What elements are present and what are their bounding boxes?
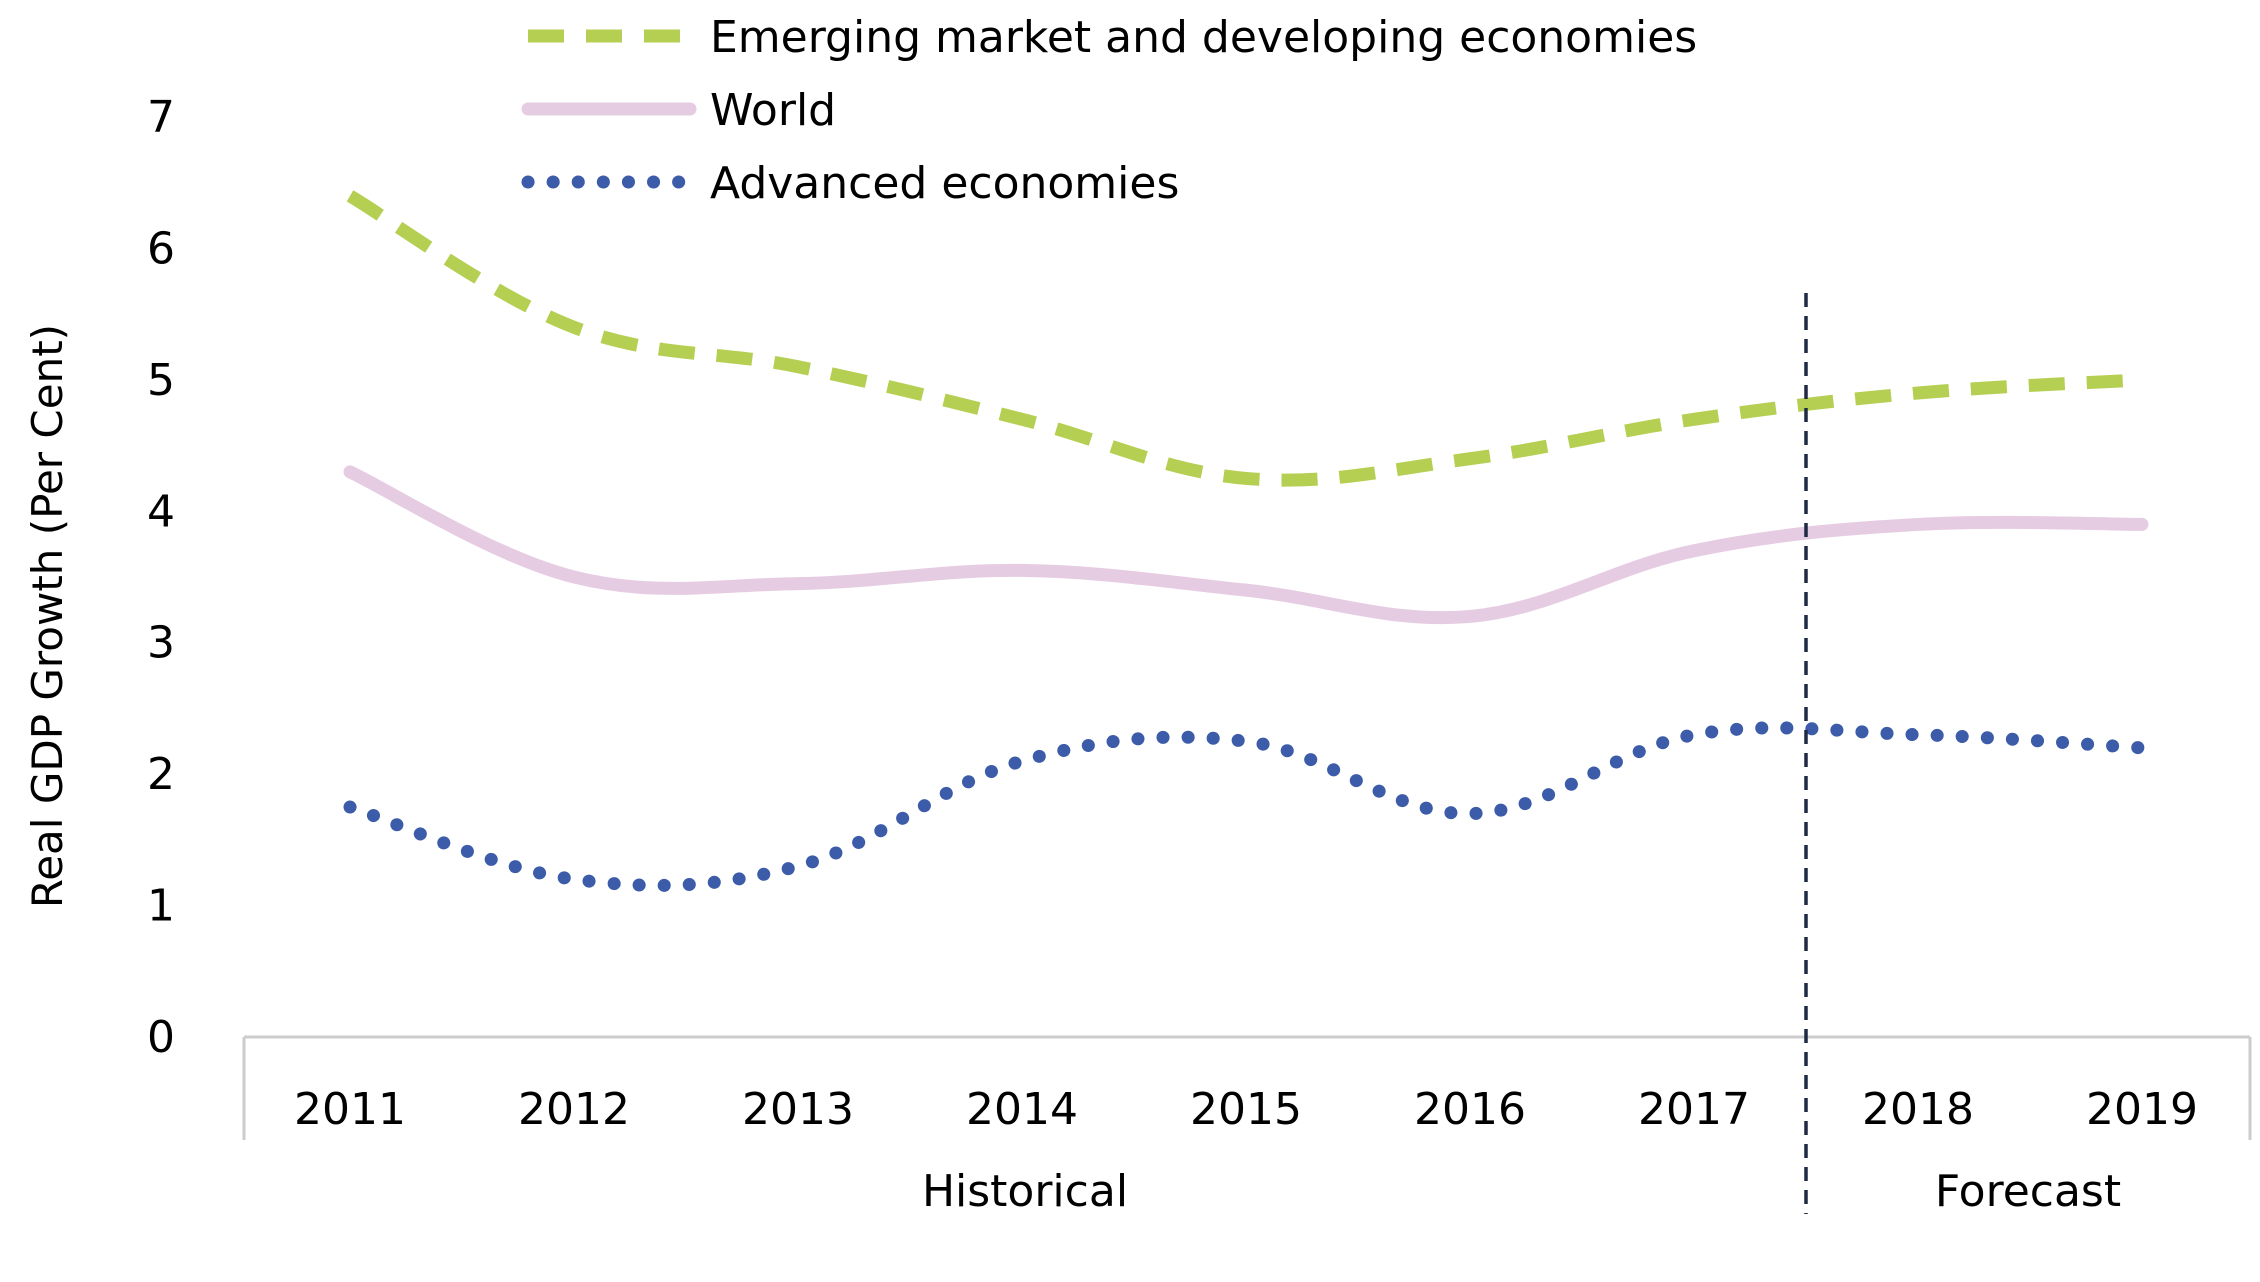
- series-line: [343, 721, 2149, 892]
- x-axis: 2011 2012 2013 2014 2015 2016 2017 2018 2019 Hist…: [242, 1035, 2252, 1217]
- y-tick-label: 5: [147, 355, 175, 406]
- legend-label: Emerging market and developing economies: [710, 12, 1697, 63]
- series-line: [343, 465, 2149, 625]
- x-tick-label: 2011: [294, 1084, 406, 1135]
- x-group-label: Historical: [922, 1166, 1128, 1217]
- x-tick-label: 2012: [518, 1084, 630, 1135]
- y-tick-label: 2: [147, 749, 175, 800]
- y-tick-label: 3: [147, 618, 175, 669]
- legend-label: Advanced economies: [710, 158, 1179, 209]
- x-tick-label: 2014: [966, 1084, 1078, 1135]
- y-tick-label: 0: [147, 1012, 175, 1063]
- x-tick-label: 2016: [1414, 1084, 1526, 1135]
- y-tick-label: 7: [147, 92, 175, 143]
- x-group-label: Forecast: [1935, 1166, 2121, 1217]
- x-tick-label: 2019: [2086, 1084, 2198, 1135]
- x-tick-label: 2018: [1862, 1084, 1974, 1135]
- series-layer: [343, 190, 2149, 892]
- y-axis-title: Real GDP Growth (Per Cent): [23, 324, 72, 908]
- y-tick-label: 6: [147, 223, 175, 274]
- x-tick-label: 2017: [1638, 1084, 1750, 1135]
- legend-label: World: [710, 85, 836, 136]
- x-tick-label: 2013: [742, 1084, 854, 1135]
- x-tick-label: 2015: [1190, 1084, 1302, 1135]
- legend: Emerging market and developing economies…: [521, 12, 1697, 209]
- y-axis-ticks: 0 1 2 3 4 5 6 7: [147, 92, 175, 1063]
- series-line: [346, 190, 2143, 487]
- y-tick-label: 4: [147, 486, 175, 537]
- y-tick-label: 1: [147, 881, 175, 932]
